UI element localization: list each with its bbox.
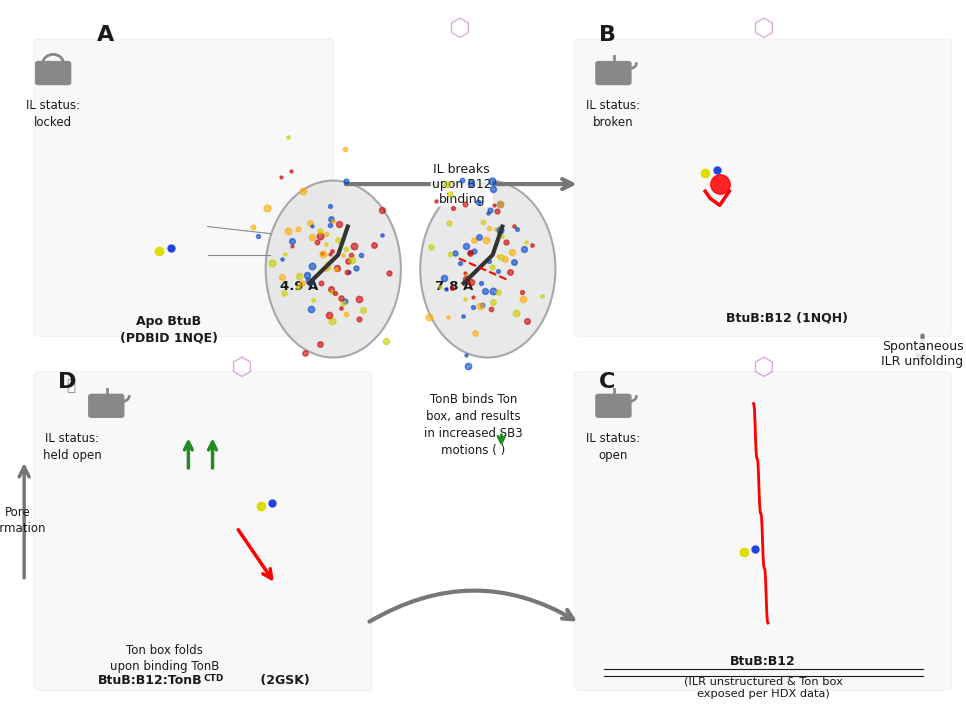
Text: (ILR unstructured & Ton box
exposed per HDX data): (ILR unstructured & Ton box exposed per … <box>684 676 842 699</box>
FancyBboxPatch shape <box>575 372 952 690</box>
Text: C: C <box>599 372 615 392</box>
Text: TonB binds Ton
box, and results
in increased SB3
motions ( ): TonB binds Ton box, and results in incre… <box>424 393 523 457</box>
Text: BtuB:B12 (1NQH): BtuB:B12 (1NQH) <box>726 312 848 324</box>
Ellipse shape <box>266 181 401 358</box>
Text: Apo BtuB
(PDBID 1NQE): Apo BtuB (PDBID 1NQE) <box>120 315 218 344</box>
Text: B: B <box>599 25 616 45</box>
Text: D: D <box>58 372 76 392</box>
FancyBboxPatch shape <box>34 372 372 690</box>
Text: (2GSK): (2GSK) <box>256 674 310 687</box>
Text: CTD: CTD <box>204 674 224 683</box>
Text: ⬡: ⬡ <box>753 356 774 380</box>
Text: ⬡: ⬡ <box>448 16 469 40</box>
Text: ⬡: ⬡ <box>231 356 252 380</box>
Text: BtuB:B12: BtuB:B12 <box>730 655 796 668</box>
Text: IL status:
held open: IL status: held open <box>43 432 101 462</box>
Text: Spontaneous
ILR unfolding: Spontaneous ILR unfolding <box>881 340 964 368</box>
FancyBboxPatch shape <box>37 62 70 84</box>
Text: ⬡: ⬡ <box>753 16 774 40</box>
Ellipse shape <box>420 181 555 358</box>
Text: IL status:
locked: IL status: locked <box>26 99 80 129</box>
Text: 7.8 Å: 7.8 Å <box>435 280 473 293</box>
FancyBboxPatch shape <box>575 39 952 336</box>
Text: 4.9 Å: 4.9 Å <box>280 280 319 293</box>
Text: 👍: 👍 <box>66 378 75 394</box>
Text: BtuB:B12:TonB: BtuB:B12:TonB <box>99 674 203 687</box>
Text: Ton box folds
upon binding TonB: Ton box folds upon binding TonB <box>109 644 219 673</box>
Text: IL status:
open: IL status: open <box>586 432 640 462</box>
Text: IL breaks
upon B12
binding: IL breaks upon B12 binding <box>432 163 492 205</box>
Text: Pore
formation: Pore formation <box>0 506 46 535</box>
FancyBboxPatch shape <box>597 395 630 416</box>
FancyBboxPatch shape <box>90 395 123 416</box>
Text: IL status:
broken: IL status: broken <box>586 99 640 129</box>
Text: A: A <box>97 25 114 45</box>
FancyBboxPatch shape <box>597 62 630 84</box>
FancyBboxPatch shape <box>34 39 333 336</box>
